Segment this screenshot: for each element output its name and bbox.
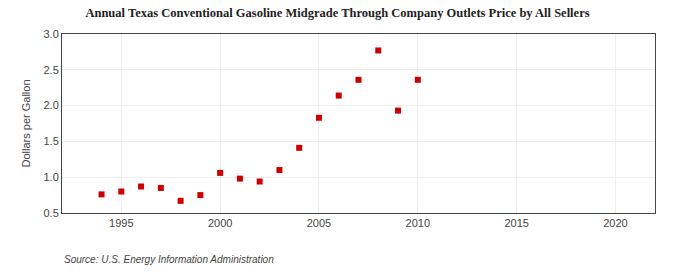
svg-text:2005: 2005	[307, 217, 331, 229]
svg-text:1.0: 1.0	[44, 171, 59, 183]
svg-text:2020: 2020	[603, 217, 627, 229]
svg-text:2010: 2010	[406, 217, 430, 229]
svg-text:1.5: 1.5	[44, 135, 59, 147]
svg-text:Source: U.S. Energy Informatio: Source: U.S. Energy Information Administ…	[64, 254, 274, 265]
svg-text:2.5: 2.5	[44, 64, 59, 76]
svg-text:Dollars per Gallon: Dollars per Gallon	[20, 79, 32, 167]
svg-text:1995: 1995	[109, 217, 133, 229]
svg-text:2015: 2015	[504, 217, 528, 229]
svg-text:Annual Texas Conventional Gaso: Annual Texas Conventional Gasoline Midgr…	[85, 6, 589, 20]
svg-text:2.0: 2.0	[44, 99, 59, 111]
svg-text:0.5: 0.5	[44, 207, 59, 219]
svg-text:3.0: 3.0	[44, 28, 59, 40]
svg-text:2000: 2000	[208, 217, 232, 229]
